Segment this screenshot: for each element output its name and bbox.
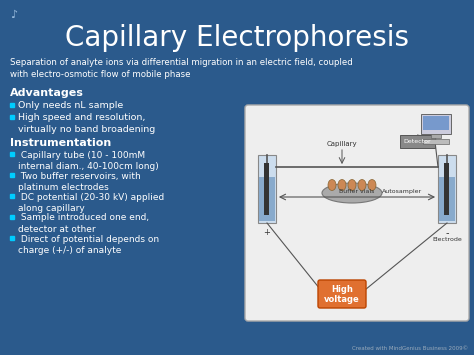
Text: Sample introduced one end,
detector at other: Sample introduced one end, detector at o… <box>18 213 149 234</box>
Bar <box>423 139 449 144</box>
Ellipse shape <box>348 180 356 191</box>
Bar <box>400 135 435 148</box>
Bar <box>10 173 14 177</box>
Text: High speed and resolution,
virtually no band broadening: High speed and resolution, virtually no … <box>18 114 155 134</box>
Text: DC potential (20-30 kV) applied
along capillary: DC potential (20-30 kV) applied along ca… <box>18 192 164 213</box>
Bar <box>10 194 14 198</box>
Ellipse shape <box>358 180 366 191</box>
Bar <box>10 215 14 219</box>
Bar <box>423 116 449 130</box>
Ellipse shape <box>368 180 376 191</box>
Bar <box>421 114 451 134</box>
Text: +: + <box>264 228 271 237</box>
Bar <box>264 163 269 215</box>
Bar <box>431 134 441 138</box>
Text: Two buffer reservoirs, with
platinum electrodes: Two buffer reservoirs, with platinum ele… <box>18 171 141 192</box>
Ellipse shape <box>328 180 336 191</box>
Text: Direct of potential depends on
charge (+/-) of analyte: Direct of potential depends on charge (+… <box>18 235 159 255</box>
Text: Detector: Detector <box>404 139 431 144</box>
Text: Created with MindGenius Business 2009©: Created with MindGenius Business 2009© <box>352 346 468 351</box>
Text: Only needs nL sample: Only needs nL sample <box>18 101 123 110</box>
Bar <box>259 177 275 221</box>
Text: voltage: voltage <box>324 295 360 304</box>
Bar <box>258 155 276 223</box>
Text: Buffer vials: Buffer vials <box>339 189 374 194</box>
FancyBboxPatch shape <box>318 280 366 308</box>
Text: -: - <box>445 228 449 238</box>
FancyBboxPatch shape <box>245 105 469 321</box>
Text: Electrode: Electrode <box>432 237 462 242</box>
Bar <box>10 115 14 119</box>
Ellipse shape <box>322 183 382 203</box>
Text: Capillary Electrophoresis: Capillary Electrophoresis <box>65 24 409 52</box>
Text: Advantages: Advantages <box>10 88 84 98</box>
Text: Separation of analyte ions via differential migration in an electric field, coup: Separation of analyte ions via different… <box>10 58 353 79</box>
Text: Capillary tube (10 - 100mM
internal diam., 40-100cm long): Capillary tube (10 - 100mM internal diam… <box>18 151 159 171</box>
Bar <box>444 163 449 215</box>
Bar <box>439 177 455 221</box>
Ellipse shape <box>338 180 346 191</box>
Bar <box>10 152 14 156</box>
Bar <box>10 103 14 106</box>
Bar <box>438 155 456 223</box>
Bar <box>10 236 14 240</box>
Text: Instrumentation: Instrumentation <box>10 138 111 148</box>
Text: Autosampler: Autosampler <box>382 189 422 193</box>
Text: ♪: ♪ <box>10 10 17 20</box>
Text: High: High <box>331 285 353 295</box>
Text: Capillary: Capillary <box>327 141 357 147</box>
